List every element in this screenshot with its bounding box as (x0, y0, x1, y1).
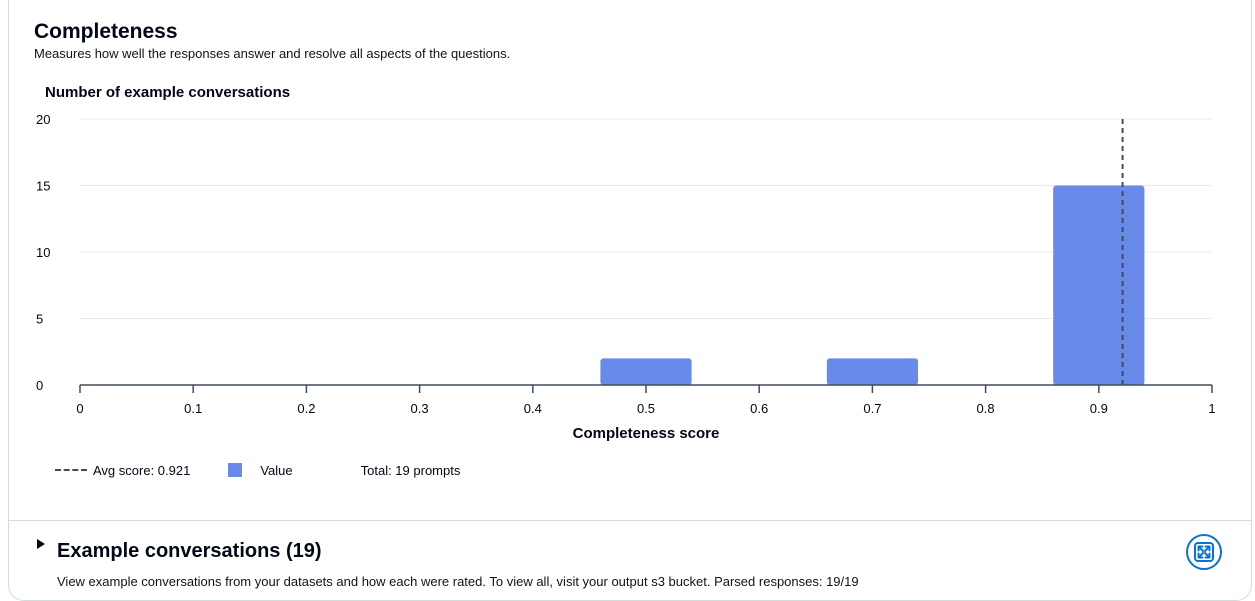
expand-icon (1194, 542, 1214, 562)
card-title: Completeness (34, 20, 178, 43)
legend-avg-label: Avg score: 0.921 (93, 462, 191, 478)
value-swatch-icon (228, 463, 243, 477)
legend-total: Total: 19 prompts (361, 463, 461, 478)
y-tick-label: 10 (36, 245, 50, 260)
x-tick-label: 0.7 (863, 401, 881, 416)
legend-avg: Avg score: 0.921 (55, 463, 190, 478)
y-tick-label: 5 (36, 312, 43, 327)
x-tick-label: 0.8 (977, 401, 995, 416)
bar (600, 358, 692, 385)
x-tick-label: 1 (1208, 401, 1215, 416)
examples-description: View example conversations from your dat… (57, 574, 859, 589)
legend-value: Value (190, 462, 293, 478)
x-axis-title: Completeness score (573, 425, 720, 442)
legend-value-label: Value (260, 462, 293, 478)
x-tick-label: 0.9 (1090, 401, 1108, 416)
bar (1053, 185, 1145, 385)
caret-right-icon (37, 539, 45, 549)
x-tick-label: 0.4 (524, 401, 542, 416)
card-description: Measures how well the responses answer a… (34, 46, 511, 61)
bar (826, 358, 918, 385)
completeness-card: Completeness Measures how well the respo… (8, 0, 1252, 601)
x-tick-label: 0.1 (184, 401, 202, 416)
y-tick-label: 0 (36, 378, 43, 393)
chart-legend: Avg score: 0.921 Value Total: 19 prompts (55, 461, 460, 479)
x-tick-label: 0.3 (411, 401, 429, 416)
completeness-chart: 0 5 10 15 20 0 0.1 0.2 0.3 0.4 0.5 0.6 0.7 0.8 0.9 1 Com… (36, 112, 1216, 442)
fullscreen-button[interactable] (1186, 534, 1222, 570)
y-tick-label: 20 (36, 112, 50, 127)
legend-total-label: Total: 19 prompts (360, 462, 461, 478)
section-divider (9, 520, 1251, 521)
expand-toggle[interactable] (35, 538, 47, 550)
x-tick-label: 0 (76, 401, 83, 416)
x-tick-label: 0.5 (637, 401, 655, 416)
y-tick-label: 15 (36, 179, 50, 194)
y-axis-title: Number of example conversations (45, 84, 291, 101)
dashed-line-icon (55, 469, 87, 471)
examples-title[interactable]: Example conversations (19) (57, 540, 322, 562)
x-tick-label: 0.6 (750, 401, 768, 416)
x-tick-label: 0.2 (297, 401, 315, 416)
